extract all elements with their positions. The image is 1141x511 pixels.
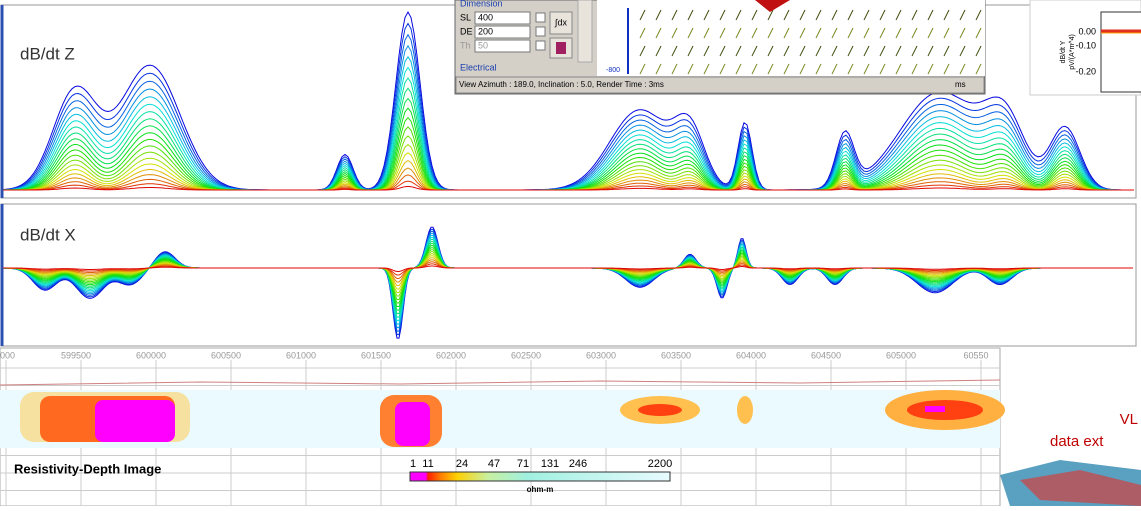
easting-label: 599500: [61, 350, 91, 360]
easting-label: 601500: [361, 350, 391, 360]
colorbar-label: 131: [541, 458, 559, 470]
field-input[interactable]: [474, 39, 531, 53]
y-inset: 0.00 -0.10 -0.20 dB/dt Y pV/(A*m^4): [1029, 0, 1141, 96]
colorbar-label: 2200: [648, 458, 672, 470]
section-title: Resistivity-Depth Image: [14, 461, 161, 476]
status: View Azimuth : 189.0, Inclination : 5.0,…: [459, 80, 664, 89]
easting-label: 605000: [886, 350, 916, 360]
easting-label: 604000: [736, 350, 766, 360]
field-name: Th: [460, 40, 471, 50]
x-curve: [3, 265, 1133, 272]
field-value: 50: [478, 40, 488, 50]
easting-label: 602000: [436, 350, 466, 360]
scrollbar[interactable]: [577, 0, 593, 63]
colorbar-label: 246: [569, 458, 587, 470]
colorbar-label: 1: [410, 458, 416, 470]
easting-label: 602500: [511, 350, 541, 360]
field-name: DE: [460, 26, 473, 36]
y-tick-label: -0.10: [1075, 40, 1096, 50]
checkbox[interactable]: [535, 40, 546, 51]
x-label: dB/dt X: [20, 225, 76, 244]
status-unit: ms: [955, 80, 966, 89]
z-curve: [3, 185, 1134, 191]
field-input[interactable]: [474, 11, 531, 25]
z-curve: [2, 44, 1134, 191]
colorbar-label: 24: [456, 458, 468, 470]
field-name: SL: [460, 12, 471, 22]
easting-label: 603000: [586, 350, 616, 360]
easting-label: 601000: [286, 350, 316, 360]
field-input[interactable]: [474, 25, 531, 39]
inset-title: dB/dt Y: [1060, 40, 1067, 63]
easting-label: 000: [0, 350, 15, 360]
svg-text:∫dx: ∫dx: [554, 17, 567, 27]
checkbox[interactable]: [535, 12, 546, 23]
right-text: data ext: [1050, 433, 1104, 450]
x-panel: [0, 203, 1137, 347]
z-label: dB/dt Z: [20, 44, 75, 63]
axis-label: -800: [606, 67, 620, 74]
easting-label: 600500: [211, 350, 241, 360]
checkbox[interactable]: [535, 26, 546, 37]
easting-label: 60550: [963, 350, 988, 360]
easting-label: 600000: [136, 350, 166, 360]
z-curves: [2, 10, 1134, 191]
z-curve: [2, 33, 1134, 191]
field-value: 200: [478, 26, 493, 36]
group: Electrical: [460, 62, 497, 72]
right-text: VL: [1120, 411, 1138, 428]
inset-unit: pV/(A*m^4): [1069, 34, 1076, 70]
colorbar-unit: ohm-m: [527, 485, 554, 494]
easting-label: 604500: [811, 350, 841, 360]
y-tick-label: 0.00: [1078, 26, 1096, 36]
button[interactable]: [549, 11, 573, 35]
resistivity-section: 000 599500 600000 600500 601000 601500 602000 6…: [0, 347, 1005, 507]
easting-label: 603500: [661, 350, 691, 360]
colorbar-label: 47: [488, 458, 500, 470]
y-tick-label: -0.20: [1075, 66, 1096, 76]
colorbar-label: 11: [422, 458, 433, 470]
field-value: 400: [478, 12, 493, 22]
colorbar: [409, 471, 671, 482]
z-curve: [2, 22, 1134, 191]
section: Dimension: [460, 0, 503, 8]
x-curves: [2, 226, 1133, 339]
viewer-window: -800 Dimension SL 400 DE 200 Th 50 ∫dx Electr…: [454, 0, 986, 95]
colorbar-label: 71: [517, 458, 529, 470]
